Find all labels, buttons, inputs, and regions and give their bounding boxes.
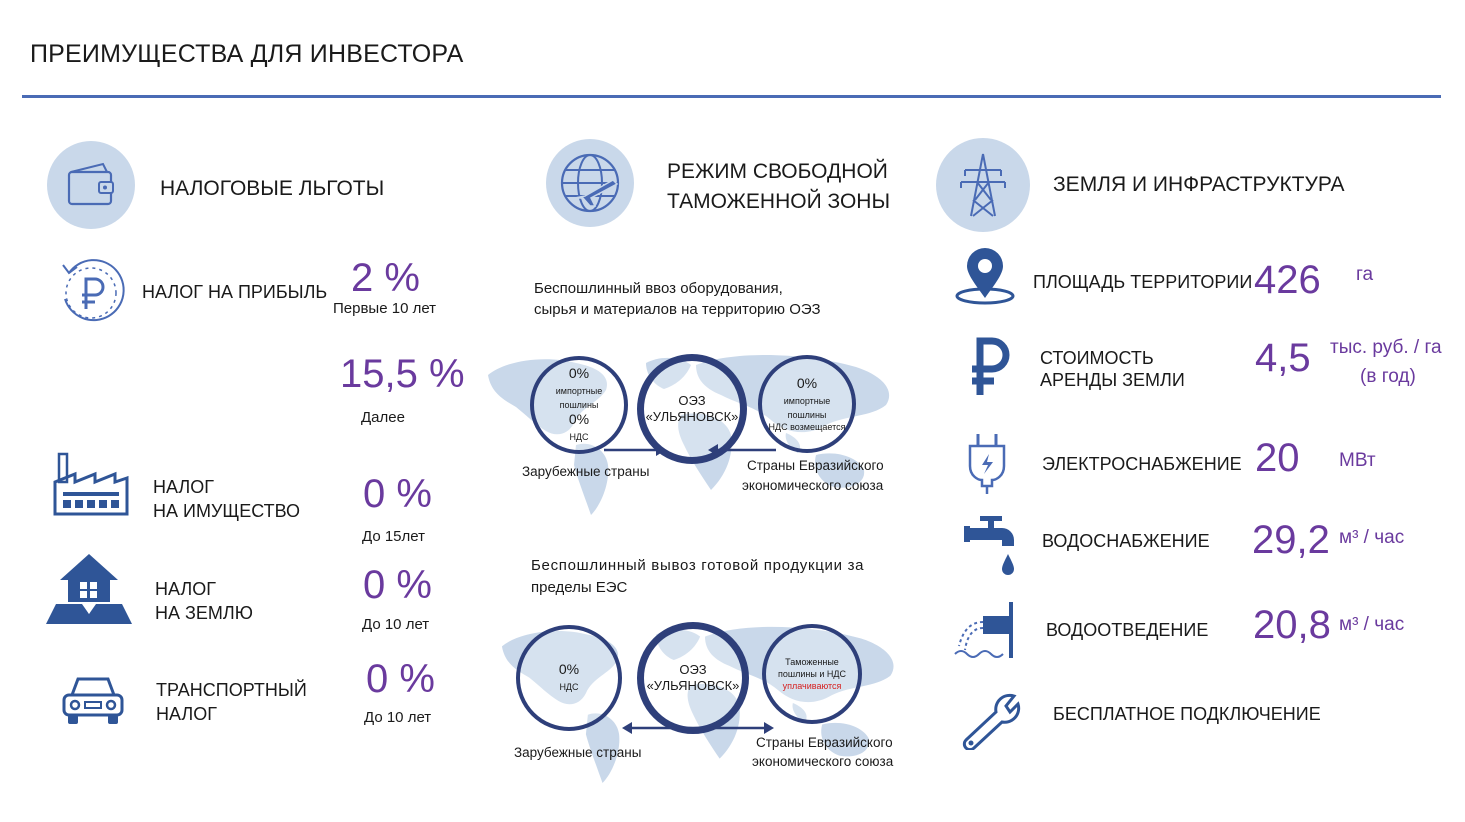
export-left-vat-pct: 0%	[558, 661, 580, 677]
import-right-duty-pct: 0%	[796, 375, 818, 391]
land-tax-value: 0 %	[363, 563, 432, 607]
sez-label-1-export: ОЭЗ	[679, 662, 707, 677]
profit-tax-label: НАЛОГ НА ПРИБЫЛЬ	[142, 282, 328, 302]
import-left-duty-label: импортные	[555, 386, 603, 396]
car-icon	[60, 673, 126, 732]
map-pin-icon	[955, 248, 1015, 311]
land-tax-label-1: НАЛОГ	[155, 579, 216, 599]
faucet-icon	[962, 512, 1020, 583]
globe-plane-icon	[546, 139, 634, 227]
import-left-duty-pct: 0%	[568, 365, 590, 381]
profit-tax-value-1: 2 %	[351, 256, 420, 300]
sewer-value: 20,8	[1253, 603, 1331, 647]
drain-pipe-icon	[953, 600, 1015, 665]
import-left-vat-pct: 0%	[568, 411, 590, 427]
import-left-duty-label-2: пошлины	[559, 400, 599, 410]
export-right-label-2: пошлины и НДС	[778, 669, 846, 679]
profit-tax-note-2: Далее	[361, 409, 405, 426]
export-right-circle: Таможенные пошлины и НДС уплачиваются	[762, 624, 862, 724]
plug-icon	[966, 432, 1008, 501]
import-right-caption-1: Страны Евразийского	[747, 458, 884, 473]
export-text-1: Беспошлинный вывоз готовой продукции за	[531, 557, 865, 574]
customs-title-1: РЕЖИМ СВОБОДНОЙ	[667, 160, 888, 183]
transport-tax-label-1: ТРАНСПОРТНЫЙ	[156, 680, 307, 700]
import-left-vat-label: НДС	[569, 432, 589, 442]
import-right-vat-label: НДС возмещается	[768, 422, 846, 432]
import-text-2: сырья и материалов на территорию ОЭЗ	[534, 301, 821, 318]
sez-label-2: «УЛЬЯНОВСК»	[645, 409, 739, 424]
export-left-circle: 0% НДС	[516, 625, 622, 731]
export-right-label-1: Таможенные	[785, 657, 839, 667]
power-tower-icon	[936, 138, 1030, 232]
profit-tax-note-1: Первые 10 лет	[333, 300, 437, 317]
land-tax-note: До 10 лет	[362, 616, 430, 633]
export-right-label-3: уплачиваются	[782, 681, 842, 691]
water-label: ВОДОСНАБЖЕНИЕ	[1042, 531, 1210, 551]
area-label: ПЛОЩАДЬ ТЕРРИТОРИИ	[1033, 272, 1253, 292]
page-title: ПРЕИМУЩЕСТВА ДЛЯ ИНВЕСТОРА	[30, 40, 464, 68]
import-text-1: Беспошлинный ввоз оборудования,	[534, 280, 783, 297]
profit-tax-value-2: 15,5 %	[340, 352, 465, 396]
water-unit: м³ / час	[1339, 527, 1405, 548]
rent-unit-2: (в год)	[1360, 366, 1416, 387]
rent-value: 4,5	[1255, 336, 1311, 380]
export-text-2: пределы ЕЭС	[531, 579, 628, 596]
export-arrow	[618, 718, 778, 743]
power-label: ЭЛЕКТРОСНАБЖЕНИЕ	[1042, 454, 1242, 474]
connect-label: БЕСПЛАТНОЕ ПОДКЛЮЧЕНИЕ	[1053, 704, 1321, 724]
customs-title-2: ТАМОЖЕННОЙ ЗОНЫ	[667, 190, 891, 213]
property-tax-label-2: НА ИМУЩЕСТВО	[153, 501, 301, 521]
export-right-caption-1: Страны Евразийского	[756, 735, 893, 750]
ruble-cycle-icon	[55, 255, 127, 332]
import-right-duty-label-2: пошлины	[787, 410, 827, 420]
property-tax-label-1: НАЛОГ	[153, 477, 214, 497]
import-right-caption-2: экономического союза	[742, 478, 884, 493]
area-unit: га	[1356, 264, 1374, 285]
tax-section-title: НАЛОГОВЫЕ ЛЬГОТЫ	[160, 177, 385, 200]
power-value: 20	[1255, 436, 1300, 480]
sewer-label: ВОДООТВЕДЕНИЕ	[1046, 620, 1209, 640]
wallet-icon	[47, 141, 135, 229]
sez-center-circle-export: ОЭЗ «УЛЬЯНОВСК»	[637, 622, 749, 734]
transport-tax-note: До 10 лет	[364, 709, 432, 726]
export-left-vat-label: НДС	[559, 682, 579, 692]
export-right-caption-2: экономического союза	[752, 754, 894, 769]
water-value: 29,2	[1252, 518, 1330, 562]
sez-label-2-export: «УЛЬЯНОВСК»	[646, 678, 740, 693]
import-right-duty-label: импортные	[783, 396, 831, 406]
land-tax-label-2: НА ЗЕМЛЮ	[155, 603, 253, 623]
import-left-caption: Зарубежные страны	[522, 464, 650, 479]
transport-tax-label-2: НАЛОГ	[156, 704, 217, 724]
ruble-icon	[966, 337, 1010, 402]
property-tax-note: До 15лет	[362, 528, 425, 545]
power-unit: МВт	[1339, 450, 1376, 471]
wrench-icon	[960, 692, 1026, 755]
sewer-unit: м³ / час	[1339, 614, 1405, 635]
area-value: 426	[1254, 258, 1321, 302]
land-section-title: ЗЕМЛЯ И ИНФРАСТРУКТУРА	[1053, 173, 1345, 196]
factory-icon	[53, 452, 129, 521]
rent-label-1: СТОИМОСТЬ	[1040, 348, 1154, 368]
import-right-circle: 0% импортные пошлины НДС возмещается	[758, 355, 856, 453]
import-arrows	[600, 440, 780, 465]
rent-label-2: АРЕНДЫ ЗЕМЛИ	[1040, 370, 1185, 390]
transport-tax-value: 0 %	[366, 657, 435, 701]
header-divider	[22, 95, 1441, 98]
rent-unit-1: тыс. руб. / га	[1330, 337, 1442, 358]
export-left-caption: Зарубежные страны	[514, 745, 642, 760]
sez-label-1: ОЭЗ	[678, 393, 706, 408]
import-left-circle: 0% импортные пошлины 0% НДС	[530, 356, 628, 454]
house-land-icon	[46, 552, 132, 631]
property-tax-value: 0 %	[363, 472, 432, 516]
sez-center-circle-import: ОЭЗ «УЛЬЯНОВСК»	[637, 354, 747, 464]
